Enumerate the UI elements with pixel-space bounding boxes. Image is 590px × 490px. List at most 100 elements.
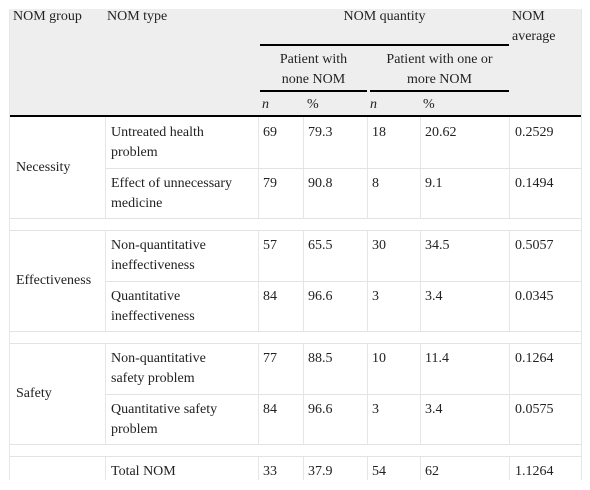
total-pct-more: 62 [425, 464, 439, 479]
cell-pct-more: 20.62 [425, 125, 457, 140]
type-line1: Quantitative safety [111, 402, 218, 417]
cell-n-none: 77 [263, 351, 277, 366]
col-divider [105, 343, 106, 444]
cell-average: 0.1494 [515, 176, 554, 191]
group-label: Necessity [16, 160, 71, 175]
group-label: Effectiveness [16, 273, 92, 288]
col-divider [258, 230, 259, 331]
col-divider [367, 230, 368, 331]
cell-average: 0.0345 [515, 289, 554, 304]
cell-n-none: 84 [263, 402, 277, 417]
col-divider [303, 343, 304, 444]
cell-pct-more: 11.4 [425, 351, 449, 366]
col-divider [509, 117, 510, 218]
cell-pct-more: 9.1 [425, 176, 443, 191]
col-divider [258, 117, 259, 218]
total-n-none: 33 [263, 464, 277, 479]
header-none-line2: none NOM [281, 72, 346, 87]
cell-n-more: 18 [372, 125, 386, 140]
nom-table: NOM group NOM type NOM quantity NOM aver… [9, 9, 582, 480]
type-line2: ineffectiveness [111, 309, 195, 324]
cell-average: 0.1264 [515, 351, 554, 366]
col-divider [105, 230, 106, 331]
col-divider [509, 457, 510, 480]
total-n-more: 54 [372, 464, 386, 479]
header-none-line1: Patient with [279, 52, 348, 67]
row-divider [10, 230, 581, 231]
header-bottom-rule [10, 115, 581, 117]
cell-pct-none: 96.6 [308, 289, 333, 304]
col-divider [303, 230, 304, 331]
col-divider [509, 230, 510, 331]
type-line2: problem [111, 145, 158, 160]
cell-n-more: 30 [372, 238, 386, 253]
header-n-none: n [262, 97, 269, 112]
cell-pct-none: 65.5 [308, 238, 333, 253]
total-average: 1.1264 [515, 464, 554, 479]
cell-average: 0.0575 [515, 402, 554, 417]
row-divider [105, 281, 581, 282]
cell-n-more: 8 [372, 176, 379, 191]
row-divider [10, 331, 581, 332]
header-nom-type: NOM type [107, 9, 168, 24]
cell-pct-more: 3.4 [425, 402, 443, 417]
col-divider [420, 117, 421, 218]
header-n-more: n [370, 97, 377, 112]
row-divider [10, 444, 581, 445]
type-line2: problem [111, 422, 158, 437]
total-label: Total NOM [111, 464, 176, 479]
col-divider [509, 343, 510, 444]
more-underline [370, 90, 509, 92]
cell-n-none: 79 [263, 176, 277, 191]
col-divider [367, 457, 368, 480]
type-line1: Non-quantitative [111, 351, 206, 366]
col-divider [367, 117, 368, 218]
type-line2: medicine [111, 196, 163, 211]
col-divider [303, 457, 304, 480]
col-divider [420, 343, 421, 444]
header-more-line2: more NOM [407, 72, 472, 87]
row-divider [105, 168, 581, 169]
header-pct-more: % [423, 97, 435, 112]
cell-pct-none: 96.6 [308, 402, 333, 417]
cell-n-more: 3 [372, 402, 379, 417]
header-pct-none: % [307, 97, 319, 112]
total-pct-none: 37.9 [308, 464, 333, 479]
cell-pct-none: 90.8 [308, 176, 333, 191]
type-line2: ineffectiveness [111, 258, 195, 273]
col-divider [420, 457, 421, 480]
quantity-underline [260, 44, 509, 46]
row-divider [10, 343, 581, 344]
header-nom-group: NOM group [13, 9, 82, 24]
group-label: Safety [16, 386, 52, 401]
header-more-line1: Patient with one or [386, 52, 493, 67]
col-divider [105, 117, 106, 218]
col-divider [367, 343, 368, 444]
cell-pct-more: 34.5 [425, 238, 450, 253]
header-nom-average-line2: average [512, 29, 556, 44]
cell-pct-none: 79.3 [308, 125, 333, 140]
cell-average: 0.2529 [515, 125, 554, 140]
none-underline [260, 90, 367, 92]
type-line1: Untreated health [111, 125, 204, 140]
table-header-background [10, 9, 581, 115]
header-nom-quantity: NOM quantity [343, 9, 426, 24]
header-nom-average-line1: NOM [512, 9, 545, 24]
cell-n-none: 69 [263, 125, 277, 140]
cell-pct-none: 88.5 [308, 351, 333, 366]
col-divider [303, 117, 304, 218]
cell-n-more: 10 [372, 351, 386, 366]
col-divider [258, 457, 259, 480]
col-divider [105, 457, 106, 480]
type-line1: Effect of unnecessary [111, 176, 233, 191]
cell-n-none: 57 [263, 238, 277, 253]
col-divider [258, 343, 259, 444]
row-divider [10, 218, 581, 219]
cell-n-more: 3 [372, 289, 379, 304]
row-divider [10, 456, 581, 457]
row-divider [105, 394, 581, 395]
cell-pct-more: 3.4 [425, 289, 443, 304]
type-line2: safety problem [111, 371, 195, 386]
type-line1: Quantitative [111, 289, 181, 304]
col-divider [420, 230, 421, 331]
